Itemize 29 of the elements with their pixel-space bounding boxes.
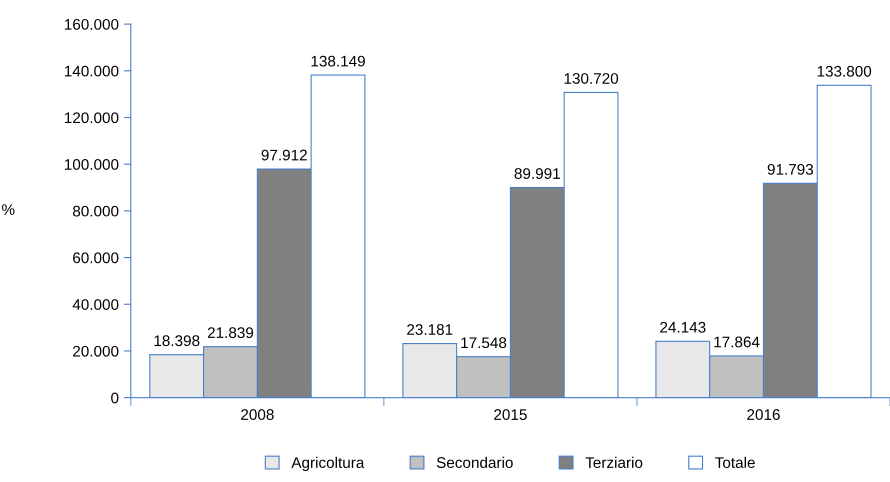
x-tick-label: 2016 bbox=[747, 409, 780, 420]
x-tick-label: 2015 bbox=[494, 409, 527, 420]
y-tick-label: 160.000 bbox=[64, 18, 118, 30]
data-label: 89.991 bbox=[514, 168, 560, 179]
legend-label: Secondario bbox=[436, 456, 513, 468]
data-label: 18.398 bbox=[154, 335, 200, 346]
data-label: 91.793 bbox=[768, 164, 814, 175]
data-label: 130.720 bbox=[564, 73, 618, 84]
y-axis-title: % bbox=[2, 204, 14, 215]
y-tick-label: 120.000 bbox=[64, 112, 118, 124]
data-label: 23.181 bbox=[407, 324, 452, 335]
y-tick-label: 60.000 bbox=[73, 252, 118, 264]
legend-label: Terziario bbox=[586, 456, 642, 468]
data-label: 138.149 bbox=[312, 56, 365, 67]
data-label: 17.864 bbox=[714, 336, 760, 348]
y-tick-label: 80.000 bbox=[72, 206, 118, 217]
y-tick-label: 100.000 bbox=[64, 159, 118, 170]
data-label: 21.839 bbox=[208, 327, 254, 338]
y-tick-label: 0 bbox=[111, 392, 118, 404]
y-tick-label: 40.000 bbox=[72, 299, 118, 310]
y-tick-label: 140.000 bbox=[64, 66, 118, 76]
data-label: 17.548 bbox=[461, 337, 506, 348]
legend-label: Agricoltura bbox=[291, 456, 364, 472]
x-tick-label: 2008 bbox=[241, 409, 274, 420]
data-label: 24.143 bbox=[660, 322, 706, 333]
y-tick-label: 20.000 bbox=[73, 346, 118, 357]
legend-label: Totale bbox=[715, 456, 755, 468]
data-label: 97.912 bbox=[262, 150, 307, 160]
data-label: 133.800 bbox=[818, 66, 872, 77]
